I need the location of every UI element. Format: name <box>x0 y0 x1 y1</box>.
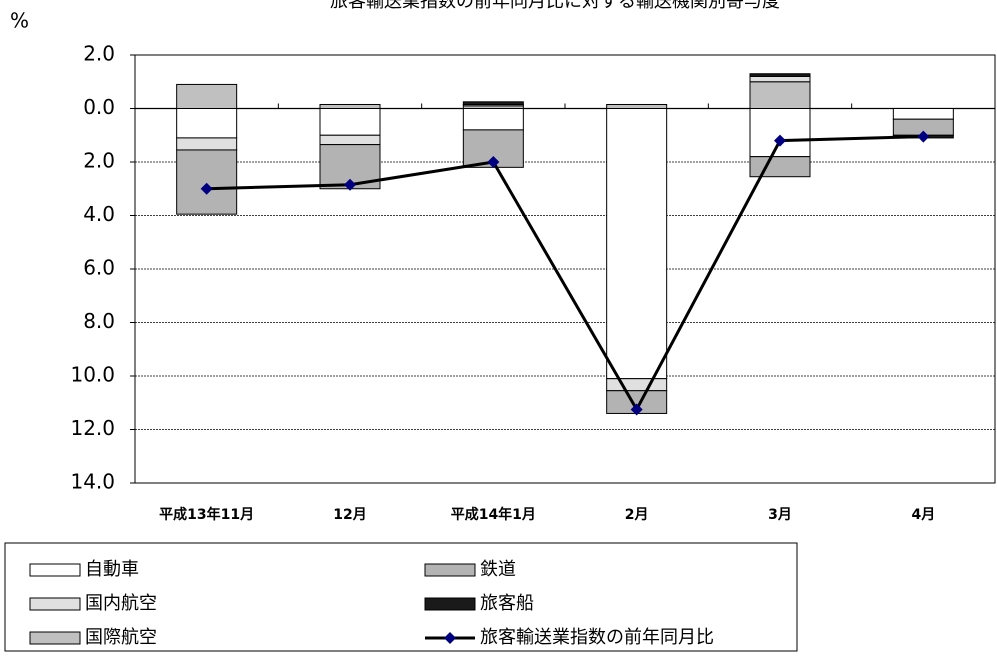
bar-segment <box>606 103 668 110</box>
legend-label: 旅客輸送業指数の前年同月比 <box>480 627 714 648</box>
legend-label: 旅客船 <box>480 593 534 614</box>
chart-title: 旅客輸送業指数の前年同月比に対する輸送機関別寄与度 <box>330 0 780 12</box>
legend-swatch <box>424 597 476 611</box>
line-marker <box>200 182 213 195</box>
legend-label: 自動車 <box>85 559 139 580</box>
legend-label: 国内航空 <box>85 593 157 614</box>
legend-swatch <box>29 631 81 645</box>
bar-segment <box>319 134 381 146</box>
bar-segment <box>462 108 524 131</box>
bar-segment <box>892 108 954 120</box>
bar-segment <box>462 101 524 105</box>
y-tick-label: 6.0 <box>83 256 115 280</box>
y-tick-label: 4.0 <box>83 202 115 226</box>
x-tick-label: 平成14年1月 <box>451 506 536 523</box>
legend-label: 国際航空 <box>85 627 157 648</box>
legend-swatch <box>424 563 476 577</box>
y-tick-label: 2.0 <box>83 149 115 173</box>
line-marker <box>774 134 786 147</box>
line <box>206 135 924 413</box>
bar-segment <box>319 108 381 136</box>
bar-segment <box>606 108 668 380</box>
y-axis-label: % <box>10 9 29 33</box>
x-tick-label: 2月 <box>625 507 649 523</box>
legend-box <box>4 542 798 652</box>
y-tick-label: 10.0 <box>70 363 115 387</box>
bar-segment <box>749 81 811 109</box>
line-marker <box>917 130 930 143</box>
bar-segment <box>176 149 238 215</box>
legend-swatch <box>29 597 81 611</box>
line-marker <box>630 403 643 416</box>
bar-segment <box>606 378 668 392</box>
y-tick-label: 8.0 <box>83 309 115 333</box>
bar-segment <box>319 103 381 110</box>
bar-segment <box>176 137 238 151</box>
x-tick-label: 4月 <box>911 507 935 523</box>
bar-segment <box>749 108 811 158</box>
x-tick-label: 平成13年11月 <box>159 506 254 523</box>
x-tick-label: 12月 <box>333 507 366 523</box>
y-tick-label: 12.0 <box>70 416 115 440</box>
y-tick-label: 2.0 <box>83 42 115 66</box>
bar-segment <box>176 108 238 139</box>
legend-marker <box>444 632 456 644</box>
plot-frame <box>134 54 996 484</box>
bar-segment <box>749 73 811 77</box>
bar-segment <box>749 156 811 178</box>
line-marker <box>344 178 356 191</box>
y-tick-label: 0.0 <box>83 95 115 119</box>
legend-swatch <box>29 563 81 577</box>
legend-label: 鉄道 <box>480 559 516 580</box>
bar-segment <box>749 75 811 83</box>
y-tick-label: 14.0 <box>70 470 115 494</box>
bar-segment <box>176 83 238 110</box>
x-tick-label: 3月 <box>768 507 792 523</box>
line-marker <box>487 156 500 168</box>
